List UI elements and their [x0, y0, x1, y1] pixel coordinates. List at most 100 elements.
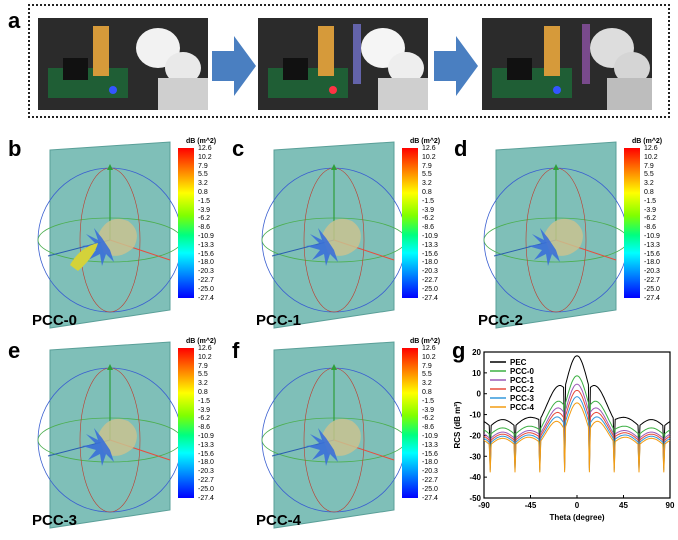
colorbar-tick-label: -15.6 [422, 450, 438, 458]
colorbar-tick-label: -1.5 [422, 397, 435, 405]
colorbar-ticks: 12.6 10.2 7.9 5.5 3.2 0.8 -1.5 -3.9 -6.2 -8.6 -10.… [198, 145, 214, 303]
colorbar-ticks: 12.6 10.2 7.9 5.5 3.2 0.8 -1.5 -3.9 -6.2 -8.6 -10.… [422, 145, 438, 303]
colorbar-tick-label: -13.3 [198, 241, 214, 249]
colorbar-tick-label: -6.2 [198, 215, 211, 223]
colorbar-tick-label: 0.8 [422, 388, 432, 396]
colorbar-tick-label: -1.5 [644, 197, 657, 205]
y-tick-label: 10 [472, 369, 481, 378]
legend-label: PEC [510, 358, 527, 367]
y-tick-label: -50 [469, 494, 481, 503]
y-tick-label: -10 [469, 411, 481, 420]
colorbar-unit: dB (m^2) [186, 338, 217, 345]
colorbar-tick-label: -18.0 [422, 459, 438, 467]
colorbar-tick-label: -20.3 [198, 468, 214, 476]
colorbar-tick-label: -6.2 [198, 415, 211, 423]
legend-label: PCC-2 [510, 385, 535, 394]
colorbar-tick-label: 12.6 [644, 145, 658, 152]
colorbar-tick-label: 0.8 [422, 188, 432, 196]
tesla-coil-photo-2 [258, 18, 428, 110]
legend-label: PCC-3 [510, 394, 535, 403]
colorbar-tick-label: -15.6 [198, 250, 214, 258]
colorbar-tick-label: -22.7 [198, 276, 214, 284]
colorbar-tick-label: -10.9 [422, 232, 438, 240]
colorbar-tick-label: -3.9 [644, 206, 657, 214]
colorbar-tick-label: -10.9 [198, 232, 214, 240]
colorbar-tick-label: 0.8 [198, 388, 208, 396]
colorbar-tick-label: 10.2 [198, 353, 212, 361]
simulation-label: PCC-3 [32, 512, 78, 529]
arrow-right-icon [434, 36, 478, 96]
colorbar-tick-label: -15.6 [644, 250, 660, 258]
colorbar [402, 148, 418, 298]
colorbar-tick-label: 10.2 [422, 353, 436, 361]
colorbar-tick-label: -25.0 [644, 285, 660, 293]
colorbar-tick-label: -22.7 [198, 476, 214, 484]
colorbar-tick-label: -10.9 [198, 432, 214, 440]
panel-letter-g: g [452, 338, 466, 363]
colorbar-tick-label: 7.9 [198, 162, 208, 170]
colorbar-tick-label: -15.6 [198, 450, 214, 458]
colorbar-tick-label: -10.9 [644, 232, 660, 240]
colorbar-tick-label: 5.5 [644, 171, 654, 179]
colorbar-tick-label: -8.6 [422, 224, 435, 232]
y-tick-label: -40 [469, 473, 481, 482]
colorbar-tick-label: -22.7 [422, 276, 438, 284]
colorbar-tick-label: -18.0 [422, 259, 438, 267]
colorbar-tick-label: -13.3 [422, 441, 438, 449]
series-line-pcc-4 [483, 402, 671, 473]
panel-letter-d: d [454, 136, 468, 161]
photo-frame [28, 4, 670, 118]
tesla-coil-photo-3 [482, 18, 652, 110]
colorbar-tick-label: -27.4 [198, 294, 214, 302]
colorbar [178, 148, 194, 298]
colorbar [178, 348, 194, 498]
colorbar-tick-label: -1.5 [422, 197, 435, 205]
plot-frame [483, 351, 671, 499]
colorbar-tick-label: -15.6 [422, 250, 438, 258]
colorbar-tick-label: 10.2 [644, 153, 658, 161]
colorbar-tick-label: -3.9 [422, 206, 435, 214]
colorbar-tick-label: -20.3 [644, 268, 660, 276]
colorbar-tick-label: 3.2 [644, 180, 654, 188]
colorbar-tick-label: -27.4 [422, 494, 438, 502]
colorbar-tick-label: 12.6 [422, 145, 436, 152]
simulation-panel-4 [252, 340, 462, 540]
panel-letter-a: a [8, 8, 21, 33]
panel-letter-c: c [232, 136, 245, 161]
colorbar-tick-label: -13.3 [644, 241, 660, 249]
simulation-label: PCC-0 [32, 312, 78, 329]
colorbar-tick-label: -18.0 [644, 259, 660, 267]
colorbar-tick-label: 12.6 [198, 345, 212, 352]
colorbar-unit: dB (m^2) [186, 138, 217, 145]
colorbar-tick-label: -3.9 [198, 206, 211, 214]
simulation-label: PCC-1 [256, 312, 302, 329]
colorbar-tick-label: 7.9 [422, 162, 432, 170]
colorbar-tick-label: -27.4 [198, 494, 214, 502]
colorbar-tick-label: 5.5 [422, 371, 432, 379]
colorbar-tick-label: -20.3 [422, 268, 438, 276]
rcs-3d-plot [261, 341, 407, 529]
colorbar-tick-label: -6.2 [644, 215, 657, 223]
colorbar-tick-label: -1.5 [198, 197, 211, 205]
colorbar-tick-label: -10.9 [422, 432, 438, 440]
colorbar-tick-label: 12.6 [198, 145, 212, 152]
colorbar-tick-label: -13.3 [198, 441, 214, 449]
colorbar-tick-label: 3.2 [198, 180, 208, 188]
colorbar-tick-label: 0.8 [198, 188, 208, 196]
x-tick-label: -45 [525, 501, 537, 510]
colorbar-tick-label: -8.6 [198, 424, 211, 432]
colorbar-tick-label: 10.2 [422, 153, 436, 161]
colorbar-tick-label: -1.5 [198, 397, 211, 405]
colorbar-tick-label: -18.0 [198, 459, 214, 467]
colorbar-tick-label: -25.0 [198, 285, 214, 293]
colorbar-tick-label: 7.9 [198, 362, 208, 370]
rcs-chart: 20 10 0 -10 -20 -30 -40 -50 -90 -45 0 45 90 Theta (de… [450, 346, 676, 524]
colorbar-unit: dB (m^2) [632, 138, 663, 145]
colorbar-tick-label: -6.2 [422, 415, 435, 423]
colorbar-tick-label: 3.2 [422, 180, 432, 188]
colorbar-tick-label: -13.3 [422, 241, 438, 249]
legend-label: PCC-0 [510, 367, 535, 376]
colorbar-tick-label: -25.0 [198, 485, 214, 493]
colorbar-tick-label: -22.7 [644, 276, 660, 284]
arrow-right-icon [212, 36, 256, 96]
